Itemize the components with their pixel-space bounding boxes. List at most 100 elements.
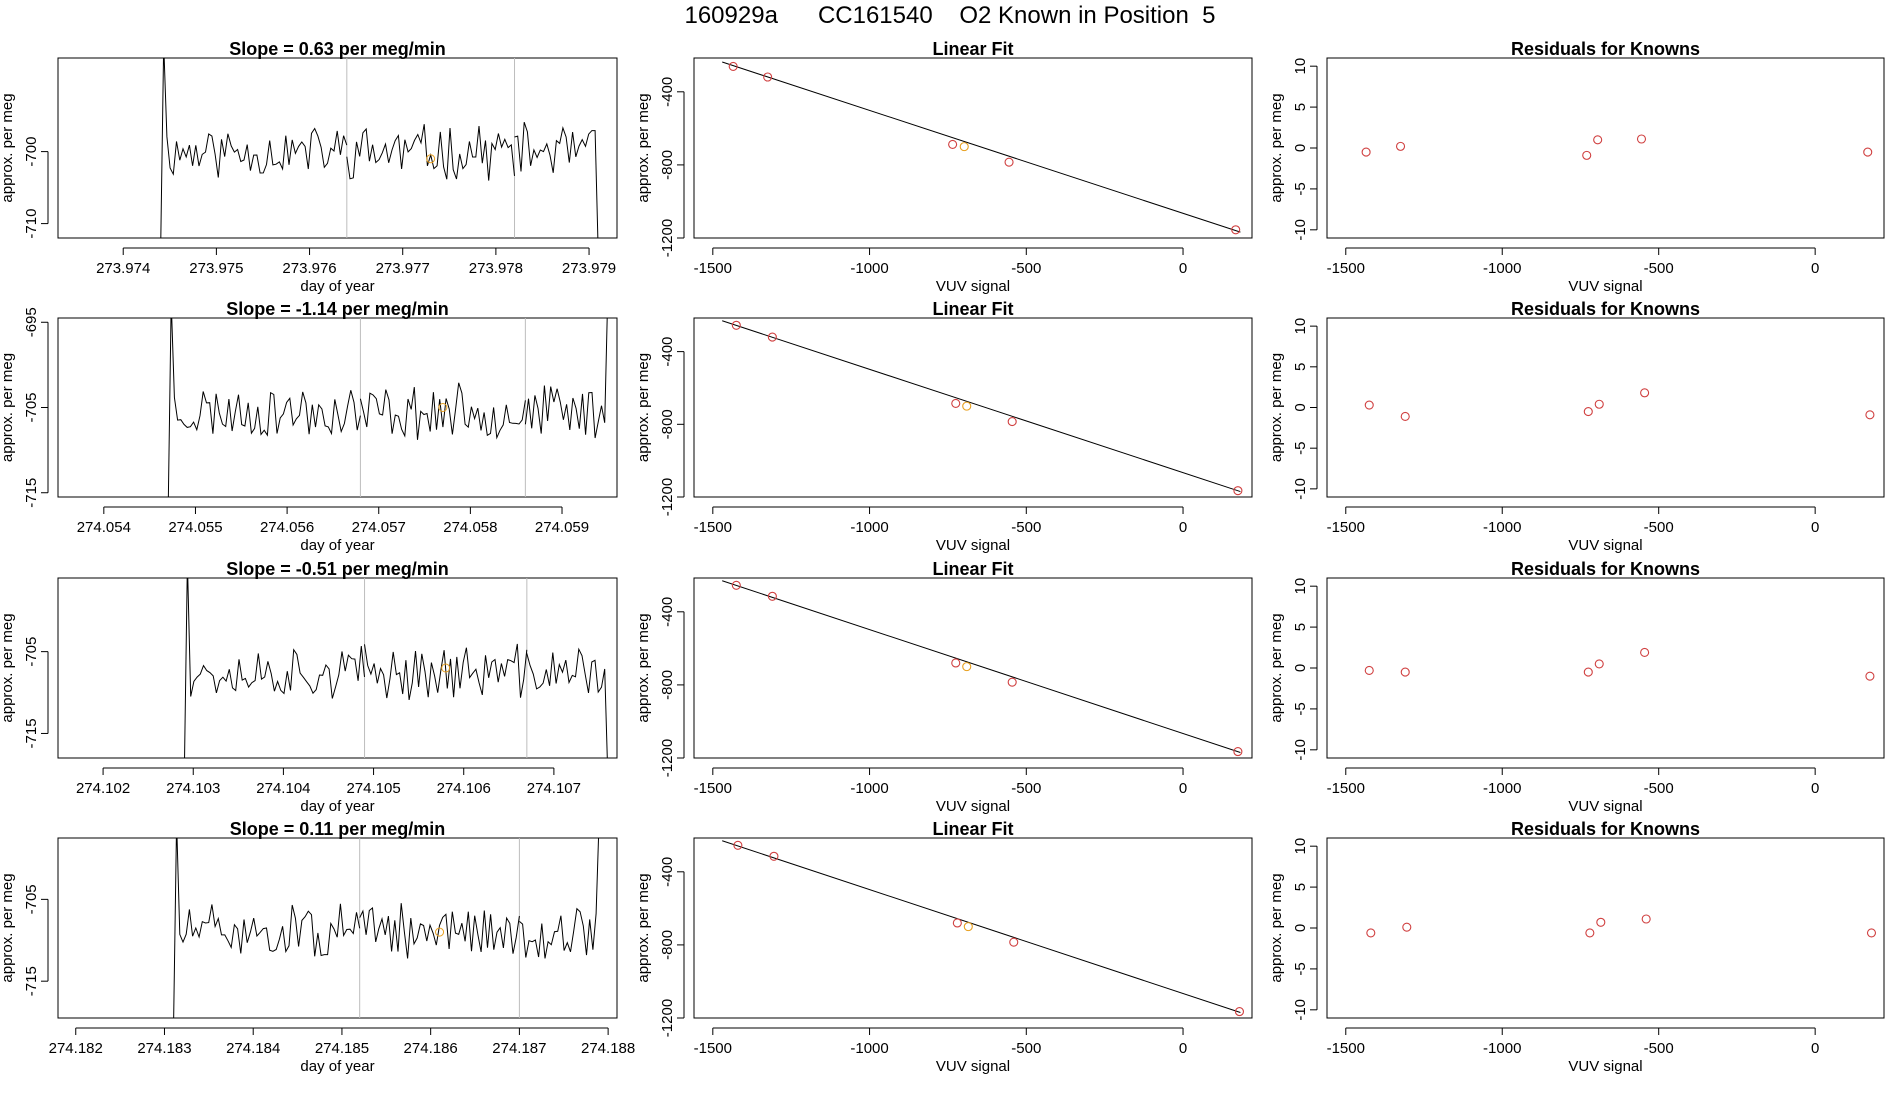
highlight-point (963, 922, 973, 932)
y-tick-label: -10 (1292, 999, 1309, 1021)
plot-frame (693, 837, 1253, 1019)
x-tick-label: 274.188 (581, 1040, 635, 1057)
x-tick-label: 0 (1179, 519, 1187, 536)
x-tick-label: -1000 (1483, 260, 1521, 277)
panel-title: Linear Fit (932, 39, 1013, 59)
plot-frame (693, 577, 1253, 759)
x-tick-label: 274.183 (137, 1040, 191, 1057)
y-tick-label: -1200 (659, 478, 676, 516)
fit-point (731, 580, 741, 590)
residual-point (1366, 928, 1376, 938)
fit-point (1009, 937, 1019, 947)
panel-title: Slope = 0.63 per meg/min (229, 39, 446, 59)
y-tick-label: 5 (1292, 883, 1309, 891)
highlight-point (959, 142, 969, 152)
residual-point (1863, 147, 1873, 157)
x-tick-label: -1500 (1327, 780, 1365, 797)
y-tick-label: -5 (1292, 962, 1309, 975)
residual-point (1865, 671, 1875, 681)
fit-line (722, 580, 1241, 753)
panel-title: Residuals for Knowns (1511, 819, 1700, 839)
y-tick-label: -800 (659, 150, 676, 180)
residual-point (1594, 659, 1604, 669)
y-axis-label: approx. per meg (635, 353, 652, 462)
panel-title: Linear Fit (932, 299, 1013, 319)
x-tick-label: -1000 (850, 519, 888, 536)
residual-point (1866, 928, 1877, 938)
fit-point (1004, 157, 1014, 167)
x-tick-label: 274.186 (404, 1040, 458, 1057)
x-tick-label: -1500 (1327, 1040, 1365, 1057)
y-tick-label: -5 (1292, 442, 1309, 455)
fit-point (1231, 225, 1241, 235)
y-axis-label: approx. per meg (1268, 873, 1285, 982)
panel-3-1: Slope = -0.51 per meg/min 274.102 274.103 2… (0, 559, 618, 815)
title-description: O2 Known in Position 5 (959, 2, 1216, 29)
x-tick-label: -1000 (1483, 780, 1521, 797)
figure-title: 160929a CC161540 O2 Known in Position 5 (0, 2, 1900, 30)
residual-point (1361, 147, 1371, 157)
y-tick-label: 5 (1292, 623, 1309, 631)
y-axis-label: approx. per meg (635, 93, 652, 202)
x-tick-label: 274.105 (346, 780, 400, 797)
y-tick-label: -400 (659, 857, 676, 887)
signal-trace (184, 578, 365, 758)
fit-point (767, 332, 777, 342)
x-tick-label: -1500 (694, 1040, 732, 1057)
panel-4-2: Linear Fit -1500 -1000 -500 0 VUV signal -1200… (635, 819, 1253, 1075)
x-tick-label: 274.185 (315, 1040, 369, 1057)
plot-frame (693, 57, 1253, 239)
x-tick-label: -1500 (1327, 260, 1365, 277)
y-tick-label: -800 (659, 409, 676, 439)
fit-point (1007, 677, 1017, 687)
x-tick-label: 274.107 (527, 780, 581, 797)
residual-point (1364, 400, 1374, 410)
fit-point (728, 61, 738, 71)
highlight-point (435, 927, 445, 937)
x-tick-label: -500 (1644, 1040, 1674, 1057)
y-tick-label: 5 (1292, 363, 1309, 371)
y-tick-label: -695 (23, 307, 40, 337)
plot-frame (1326, 837, 1885, 1019)
fit-point (1233, 747, 1243, 757)
x-tick-label: -1000 (850, 1040, 888, 1057)
panel-4-1: Slope = 0.11 per meg/min 274.182 274.183 27… (0, 819, 635, 1075)
x-tick-label: -1000 (850, 260, 888, 277)
x-tick-label: 0 (1179, 260, 1187, 277)
y-axis-label: approx. per meg (0, 873, 16, 982)
signal-trace (514, 122, 599, 238)
plot-frame (1326, 57, 1885, 239)
x-tick-label: 273.975 (189, 260, 243, 277)
residual-point (1400, 411, 1410, 422)
x-tick-label: 273.978 (469, 260, 523, 277)
y-tick-label: -10 (1292, 739, 1309, 761)
y-tick-label: 0 (1292, 924, 1309, 932)
fit-line (722, 840, 1241, 1013)
fit-point (769, 851, 779, 861)
residual-point (1395, 141, 1406, 151)
residual-point (1636, 134, 1647, 144)
x-tick-label: -1000 (850, 780, 888, 797)
highlight-point (438, 403, 448, 412)
y-tick-label: -5 (1292, 702, 1309, 715)
panel-2-3: Residuals for Knowns -1500 -1000 -500 0 VUV s… (1268, 299, 1885, 554)
residual-point (1402, 922, 1412, 932)
x-tick-label: 273.977 (376, 260, 430, 277)
y-tick-label: 10 (1292, 578, 1309, 595)
y-tick-label: 10 (1292, 838, 1309, 855)
panel-title: Residuals for Knowns (1511, 39, 1700, 59)
y-tick-label: -715 (23, 966, 40, 996)
y-tick-label: 0 (1292, 144, 1309, 152)
panel-1-3: Residuals for Knowns -1500 -1000 -500 0 VUV s… (1268, 39, 1885, 295)
y-tick-label: 5 (1292, 103, 1309, 111)
y-tick-label: -705 (23, 637, 40, 667)
x-tick-label: 274.058 (443, 519, 497, 536)
x-tick-label: 0 (1179, 780, 1187, 797)
residual-point (1582, 150, 1592, 160)
x-axis-label: VUV signal (1568, 278, 1642, 295)
plot-frame (1326, 317, 1885, 498)
fit-point (1007, 417, 1017, 427)
run-id: 160929a (684, 2, 778, 29)
y-tick-label: -400 (659, 337, 676, 367)
